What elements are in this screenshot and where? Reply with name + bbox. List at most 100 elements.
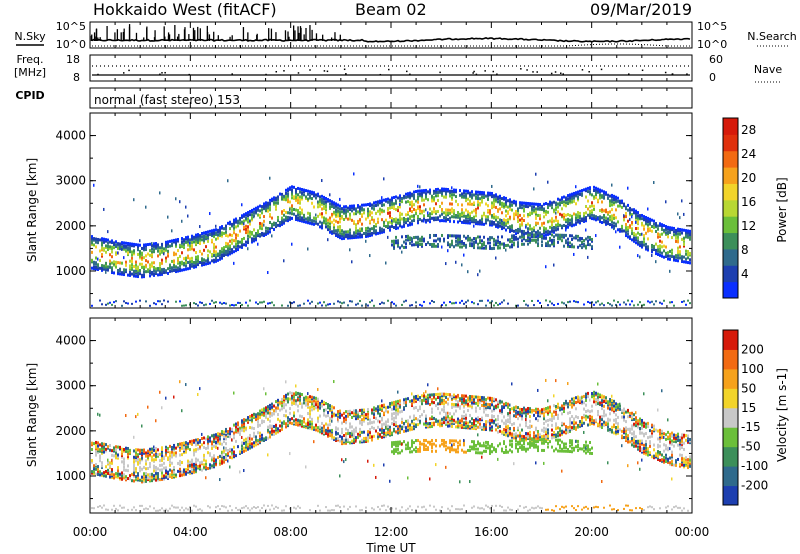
echo-cell — [291, 216, 293, 220]
echo-cell — [469, 218, 471, 222]
echo-cell — [357, 205, 359, 209]
freq-outlier-dot — [536, 71, 538, 73]
echo-cell — [477, 303, 479, 306]
echo-cell — [495, 224, 497, 228]
echo-cell — [207, 261, 209, 265]
echo-cell — [503, 221, 505, 225]
echo-cell — [361, 233, 363, 237]
echo-cell — [391, 199, 393, 203]
echo-cell — [315, 217, 317, 221]
echo-cell — [257, 234, 259, 238]
echo-cell — [239, 216, 241, 220]
echo-cell — [321, 421, 323, 425]
echo-cell — [381, 200, 383, 204]
echo-cell — [313, 205, 315, 209]
echo-cell — [309, 194, 311, 198]
echo-cell — [133, 242, 135, 246]
echo-cell — [297, 395, 299, 399]
echo-cell — [199, 301, 201, 304]
echo-cell — [467, 234, 469, 238]
echo-cell — [191, 464, 193, 468]
echo-cell — [325, 225, 327, 229]
echo-cell — [99, 258, 101, 262]
echo-cell — [115, 252, 117, 256]
echo-cell — [625, 215, 627, 219]
echo-cell — [293, 506, 295, 509]
echo-cell — [123, 273, 125, 277]
echo-cell — [359, 233, 361, 237]
echo-cell — [221, 455, 223, 459]
echo-cell — [535, 233, 537, 237]
echo-cell — [231, 448, 233, 452]
echo-cell — [185, 472, 187, 476]
echo-cell — [273, 432, 275, 436]
echo-cell — [233, 436, 235, 440]
echo-cell — [287, 416, 289, 420]
echo-cell — [125, 476, 127, 480]
echo-cell — [405, 245, 407, 249]
noise-panel: N.Sky 10^5 10^0 10^5 10^0 N.Search — [14, 20, 796, 51]
echo-cell — [489, 223, 491, 227]
echo-cell — [615, 208, 617, 212]
echo-cell — [403, 218, 405, 222]
echo-speckle — [327, 238, 329, 242]
echo-cell — [385, 224, 387, 228]
echo-cell — [399, 199, 401, 203]
echo-cell — [679, 256, 681, 260]
noise-search-dot — [464, 45, 465, 47]
echo-cell — [347, 409, 349, 413]
echo-cell — [587, 199, 589, 203]
echo-cell — [419, 243, 421, 246]
echo-cell — [293, 212, 295, 216]
echo-cell — [545, 244, 547, 248]
echo-cell — [105, 266, 107, 270]
echo-cell — [365, 438, 367, 442]
echo-cell — [367, 233, 369, 237]
echo-cell — [181, 506, 183, 509]
echo-cell — [337, 209, 339, 213]
echo-cell — [139, 253, 141, 257]
echo-cell — [521, 203, 523, 207]
echo-cell — [389, 211, 391, 215]
echo-cell — [609, 223, 611, 227]
echo-cell — [321, 199, 323, 203]
echo-cell — [447, 218, 449, 222]
echo-cell — [561, 207, 563, 211]
echo-cell — [91, 236, 93, 240]
echo-cell — [253, 442, 255, 446]
echo-cell — [325, 217, 327, 221]
echo-cell — [463, 302, 465, 305]
echo-cell — [639, 301, 641, 304]
echo-cell — [119, 475, 121, 479]
echo-cell — [265, 231, 267, 235]
echo-cell — [107, 471, 109, 475]
echo-cell — [267, 206, 269, 210]
echo-cell — [607, 217, 609, 221]
echo-cell — [247, 234, 249, 238]
echo-cell — [149, 447, 151, 451]
echo-cell — [599, 303, 601, 306]
echo-cell — [335, 219, 337, 223]
echo-cell — [285, 188, 287, 192]
echo-cell — [399, 213, 401, 217]
colorbar-tick-label: 16 — [741, 195, 756, 209]
echo-cell — [343, 211, 345, 215]
echo-cell — [313, 194, 315, 198]
echo-cell — [137, 273, 139, 277]
echo-cell — [393, 239, 395, 243]
echo-cell — [305, 398, 307, 402]
echo-cell — [687, 229, 689, 233]
freq-outlier-dot — [323, 70, 326, 72]
echo-cell — [339, 301, 341, 304]
echo-cell — [201, 252, 203, 256]
echo-cell — [589, 211, 591, 215]
echo-cell — [113, 504, 115, 507]
freq-outlier-dot — [343, 68, 346, 71]
echo-speckle — [175, 197, 177, 201]
echo-cell — [121, 447, 123, 451]
echo-cell — [247, 241, 249, 245]
echo-cell — [271, 199, 273, 203]
echo-cell — [281, 399, 283, 403]
echo-cell — [225, 241, 227, 245]
echo-cell — [349, 233, 351, 237]
